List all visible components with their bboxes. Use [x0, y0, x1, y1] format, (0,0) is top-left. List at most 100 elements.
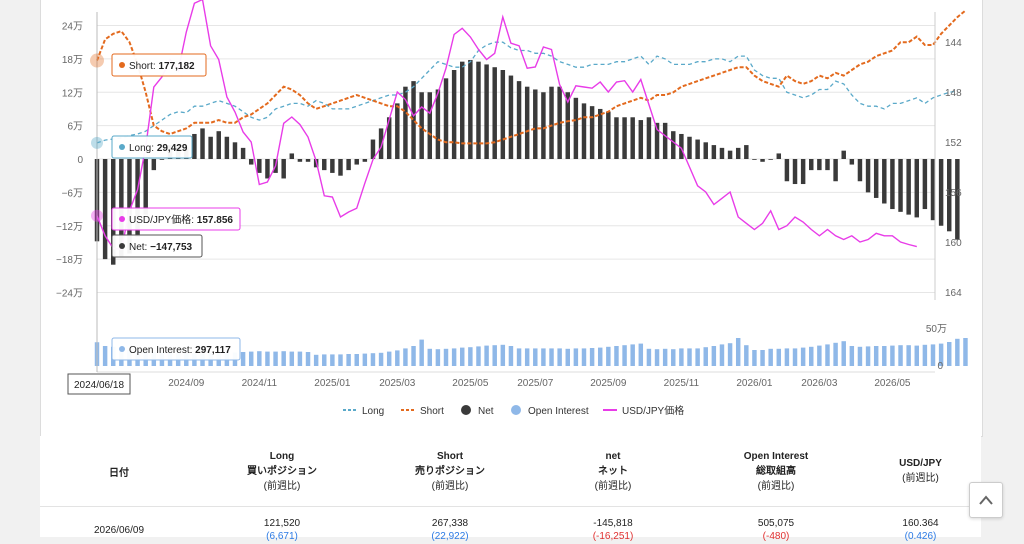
- net-bar[interactable]: [411, 81, 415, 159]
- net-bar[interactable]: [533, 89, 537, 159]
- net-bar[interactable]: [241, 148, 245, 159]
- oi-bar[interactable]: [363, 354, 367, 366]
- net-bar[interactable]: [898, 159, 902, 212]
- oi-bar[interactable]: [330, 354, 334, 366]
- net-bar[interactable]: [687, 137, 691, 159]
- oi-bar[interactable]: [671, 349, 675, 366]
- oi-bar[interactable]: [566, 349, 570, 366]
- net-bar[interactable]: [622, 117, 626, 159]
- oi-bar[interactable]: [354, 354, 358, 366]
- net-bar[interactable]: [590, 106, 594, 159]
- net-bar[interactable]: [712, 145, 716, 159]
- oi-bar[interactable]: [395, 350, 399, 366]
- oi-bar[interactable]: [931, 344, 935, 366]
- oi-bar[interactable]: [574, 348, 578, 366]
- net-bar[interactable]: [695, 140, 699, 159]
- net-bar[interactable]: [874, 159, 878, 198]
- net-bar[interactable]: [833, 159, 837, 181]
- net-bar[interactable]: [428, 92, 432, 159]
- oi-bar[interactable]: [557, 348, 561, 366]
- net-bar[interactable]: [574, 98, 578, 159]
- oi-bar[interactable]: [476, 346, 480, 366]
- short-series-line[interactable]: [97, 11, 966, 144]
- net-bar[interactable]: [850, 159, 854, 165]
- oi-bar[interactable]: [387, 352, 391, 366]
- oi-bar[interactable]: [923, 345, 927, 366]
- net-bar[interactable]: [484, 64, 488, 159]
- oi-bar[interactable]: [655, 349, 659, 366]
- net-bar[interactable]: [517, 81, 521, 159]
- oi-bar[interactable]: [452, 348, 456, 366]
- net-bar[interactable]: [265, 159, 269, 178]
- net-bar[interactable]: [249, 159, 253, 165]
- oi-bar[interactable]: [736, 338, 740, 366]
- oi-bar[interactable]: [241, 352, 245, 366]
- net-bar[interactable]: [160, 159, 164, 160]
- net-bar[interactable]: [825, 159, 829, 170]
- oi-bar[interactable]: [793, 348, 797, 366]
- net-bar[interactable]: [290, 153, 294, 159]
- net-bar[interactable]: [647, 117, 651, 159]
- oi-bar[interactable]: [338, 354, 342, 366]
- oi-bar[interactable]: [785, 348, 789, 366]
- oi-bar[interactable]: [777, 349, 781, 366]
- net-bar[interactable]: [639, 120, 643, 159]
- oi-bar[interactable]: [704, 347, 708, 366]
- net-bar[interactable]: [501, 70, 505, 159]
- oi-bar[interactable]: [533, 348, 537, 366]
- oi-bar[interactable]: [679, 348, 683, 366]
- oi-bar[interactable]: [411, 346, 415, 366]
- oi-bar[interactable]: [687, 348, 691, 366]
- oi-bar[interactable]: [265, 352, 269, 366]
- scroll-to-top-button[interactable]: [969, 482, 1003, 518]
- oi-bar[interactable]: [963, 338, 967, 366]
- legend-item-usd-jpy-[interactable]: USD/JPY価格: [603, 404, 684, 417]
- oi-bar[interactable]: [833, 343, 837, 366]
- net-bar[interactable]: [298, 159, 302, 162]
- net-bar[interactable]: [192, 134, 196, 159]
- oi-bar[interactable]: [639, 344, 643, 366]
- net-bar[interactable]: [777, 153, 781, 159]
- net-bar[interactable]: [346, 159, 350, 170]
- net-bar[interactable]: [736, 148, 740, 159]
- oi-bar[interactable]: [906, 345, 910, 366]
- net-bar[interactable]: [233, 142, 237, 159]
- oi-bar[interactable]: [915, 346, 919, 366]
- oi-bar[interactable]: [298, 352, 302, 366]
- oi-bar[interactable]: [720, 344, 724, 366]
- net-bar[interactable]: [452, 70, 456, 159]
- oi-bar[interactable]: [257, 351, 261, 366]
- net-bar[interactable]: [549, 87, 553, 159]
- oi-bar[interactable]: [728, 343, 732, 366]
- oi-bar[interactable]: [955, 339, 959, 366]
- oi-bar[interactable]: [898, 345, 902, 366]
- net-bar[interactable]: [906, 159, 910, 215]
- net-bar[interactable]: [152, 159, 156, 170]
- net-bar[interactable]: [841, 151, 845, 159]
- oi-bar[interactable]: [606, 347, 610, 366]
- oi-bar[interactable]: [379, 353, 383, 366]
- net-bar[interactable]: [760, 159, 764, 162]
- net-bar[interactable]: [817, 159, 821, 170]
- oi-bar[interactable]: [460, 348, 464, 366]
- oi-bar[interactable]: [874, 346, 878, 366]
- net-bar[interactable]: [671, 131, 675, 159]
- net-bar[interactable]: [444, 78, 448, 159]
- net-bar[interactable]: [143, 159, 147, 215]
- oi-bar[interactable]: [549, 348, 553, 366]
- net-bar[interactable]: [939, 159, 943, 226]
- net-bar[interactable]: [330, 159, 334, 173]
- net-bar[interactable]: [606, 112, 610, 159]
- oi-bar[interactable]: [663, 349, 667, 366]
- net-bar[interactable]: [890, 159, 894, 209]
- oi-bar[interactable]: [598, 348, 602, 366]
- net-bar[interactable]: [744, 145, 748, 159]
- oi-bar[interactable]: [841, 341, 845, 366]
- oi-bar[interactable]: [273, 352, 277, 366]
- oi-bar[interactable]: [444, 349, 448, 366]
- oi-bar[interactable]: [712, 346, 716, 366]
- net-bar[interactable]: [785, 159, 789, 181]
- net-bar[interactable]: [598, 109, 602, 159]
- oi-bar[interactable]: [752, 350, 756, 366]
- net-bar[interactable]: [217, 131, 221, 159]
